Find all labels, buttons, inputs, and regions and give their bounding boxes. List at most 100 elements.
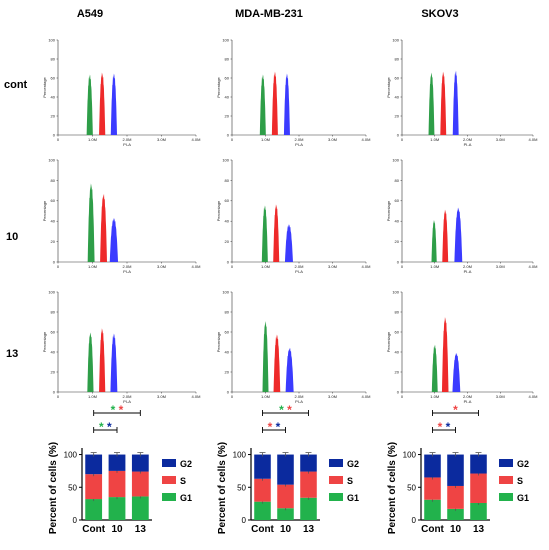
legend-label-s: S xyxy=(517,476,523,486)
x-tick-label: 0 xyxy=(231,264,234,269)
bar-category-label: 10 xyxy=(111,524,123,535)
y-tick-label: 100 xyxy=(48,37,55,42)
x-tick-label: 4.0M xyxy=(192,264,201,269)
x-tick-label: 0 xyxy=(231,137,234,142)
bar-y-tick-label: 0 xyxy=(412,516,417,525)
y-tick-label: 40 xyxy=(51,219,56,224)
y-tick-label: 100 xyxy=(392,157,399,162)
bar-y-tick-label: 50 xyxy=(407,483,416,492)
histogram-panel-3: 0 20 40 60 80 100 0 1.0M 2.0M 3.0M 4.0M PI-A Percent… xyxy=(42,157,200,274)
histogram-panel-2: 0 20 40 60 80 100 0 1.0M 2.0M 3.0M 4.0M PI-A Percent… xyxy=(386,37,537,147)
bar-category-label: Cont xyxy=(82,524,105,535)
y-tick-label: 60 xyxy=(225,198,230,203)
histogram-panel-1: 0 20 40 60 80 100 0 1.0M 2.0M 3.0M 4.0M PI-A Percent… xyxy=(216,37,370,147)
x-tick-label: 4.0M xyxy=(192,137,201,142)
significance-star-s: * xyxy=(268,420,273,434)
y-tick-label: 20 xyxy=(395,239,400,244)
x-tick-label: 3.0M xyxy=(157,394,166,399)
bar-y-tick-label: 100 xyxy=(403,451,417,460)
y-tick-label: 60 xyxy=(51,75,56,80)
x-tick-label: 4.0M xyxy=(529,264,538,269)
column-header-a549: A549 xyxy=(77,8,103,20)
histogram-panel-5: 0 20 40 60 80 100 0 1.0M 2.0M 3.0M 4.0M PI-A Percent… xyxy=(386,157,537,274)
y-tick-label: 80 xyxy=(395,56,400,61)
bar-g1-13 xyxy=(470,502,487,520)
peak-g1 xyxy=(87,332,94,392)
bar-g2-13 xyxy=(300,454,317,472)
bar-y-axis-title: Percent of cells (%) xyxy=(387,442,398,534)
bar-g1-13 xyxy=(131,496,149,520)
bar-y-axis-title: Percent of cells (%) xyxy=(48,442,59,534)
legend-label-s: S xyxy=(347,476,353,486)
x-axis-title: PI-A xyxy=(123,399,131,404)
y-tick-label: 40 xyxy=(395,94,400,99)
x-tick-label: 0 xyxy=(231,394,234,399)
peak-g1 xyxy=(87,183,95,262)
y-tick-label: 40 xyxy=(51,94,56,99)
x-tick-label: 2.0M xyxy=(295,264,304,269)
legend-swatch-g2 xyxy=(329,459,343,467)
x-tick-label: 0 xyxy=(401,394,404,399)
peak-g1 xyxy=(261,205,268,262)
legend-swatch-s xyxy=(499,476,513,484)
y-tick-label: 0 xyxy=(397,132,400,137)
x-tick-label: 0 xyxy=(57,394,60,399)
significance-star-s: * xyxy=(438,420,443,434)
y-axis-title: Percentage xyxy=(386,331,391,352)
significance-star-s: * xyxy=(453,403,458,417)
legend-label-g1: G1 xyxy=(180,493,192,503)
legend-swatch-g1 xyxy=(499,493,513,501)
peak-g2 xyxy=(110,73,117,135)
peak-g2 xyxy=(284,224,293,262)
peak-s xyxy=(442,209,449,262)
bar-y-tick-label: 0 xyxy=(242,516,247,525)
bar-y-tick-label: 50 xyxy=(68,483,77,492)
bar-s-13 xyxy=(470,473,487,503)
row-header-cont: cont xyxy=(4,79,28,91)
peak-s xyxy=(273,334,281,392)
x-tick-label: 1.0M xyxy=(88,137,97,142)
histogram-panel-6: 0 20 40 60 80 100 0 1.0M 2.0M 3.0M 4.0M PI-A Percent… xyxy=(42,289,200,404)
bar-g2-cont xyxy=(254,454,271,479)
y-tick-label: 100 xyxy=(222,157,229,162)
y-tick-label: 0 xyxy=(53,132,56,137)
bar-g1-cont xyxy=(254,501,271,520)
x-tick-label: 0 xyxy=(401,264,404,269)
peak-s xyxy=(99,72,106,135)
significance-star-g1: * xyxy=(99,420,104,434)
x-tick-label: 3.0M xyxy=(496,137,505,142)
x-axis-title: PI-A xyxy=(123,269,131,274)
significance-star-g2: * xyxy=(107,420,112,434)
significance-star-s: * xyxy=(119,403,124,417)
peak-g1 xyxy=(431,219,437,262)
peak-g1 xyxy=(262,320,269,392)
y-axis-title: Percentage xyxy=(216,331,221,352)
y-tick-label: 20 xyxy=(395,369,400,374)
legend-label-g2: G2 xyxy=(180,459,192,469)
column-header-skov3: SKOV3 xyxy=(421,8,458,20)
x-tick-label: 3.0M xyxy=(328,394,337,399)
x-tick-label: 4.0M xyxy=(362,137,371,142)
y-tick-label: 100 xyxy=(222,37,229,42)
y-tick-label: 0 xyxy=(397,259,400,264)
y-tick-label: 40 xyxy=(51,349,56,354)
peak-g2 xyxy=(283,73,290,135)
peak-s xyxy=(99,328,106,392)
bar-g2-10 xyxy=(277,454,294,485)
x-tick-label: 1.0M xyxy=(88,264,97,269)
bar-y-axis-title: Percent of cells (%) xyxy=(217,442,228,534)
y-tick-label: 40 xyxy=(225,94,230,99)
y-tick-label: 80 xyxy=(395,309,400,314)
legend-swatch-g2 xyxy=(499,459,513,467)
y-axis-title: Percentage xyxy=(216,200,221,221)
x-tick-label: 2.0M xyxy=(295,137,304,142)
peak-g2 xyxy=(109,217,119,262)
y-tick-label: 20 xyxy=(225,369,230,374)
bar-g2-13 xyxy=(470,454,487,474)
y-tick-label: 80 xyxy=(225,178,230,183)
bar-category-label: 13 xyxy=(473,524,485,535)
x-tick-label: 4.0M xyxy=(529,137,538,142)
significance-star-g1: * xyxy=(279,403,284,417)
